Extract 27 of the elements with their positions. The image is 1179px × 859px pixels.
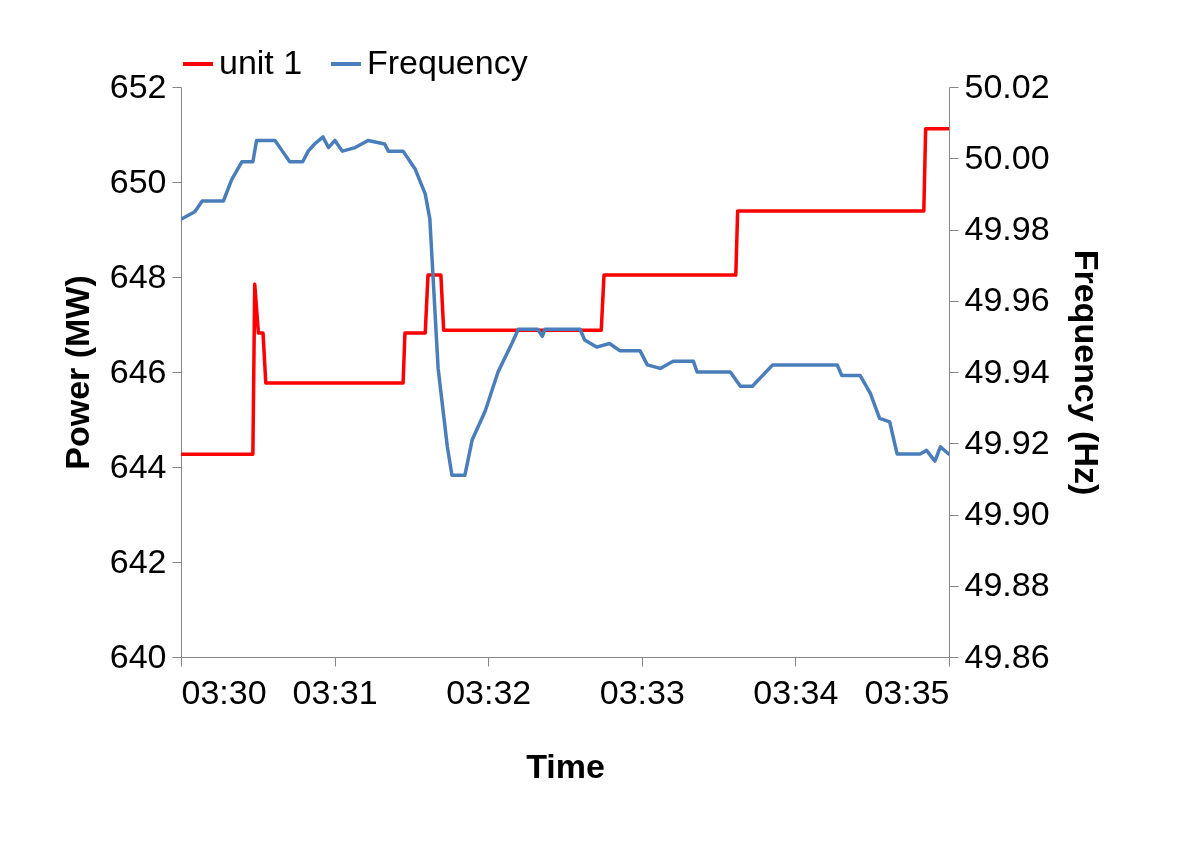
y2-tick-label: 49.92	[964, 422, 1050, 461]
y2-tick-label: 50.00	[964, 137, 1050, 176]
y-tick-label: 642	[109, 541, 167, 580]
y2-tick-label: 50.02	[964, 66, 1050, 105]
x-tick-label: 03:30	[181, 672, 267, 711]
x-tick-label: 03:32	[446, 672, 532, 711]
y-tick-label: 652	[109, 66, 167, 105]
y2-tick-label: 49.96	[964, 280, 1050, 319]
y2-axis-title: Frequency (Hz)	[1067, 249, 1106, 496]
y-tick-label: 646	[109, 351, 167, 390]
y2-tick-label: 49.94	[964, 351, 1050, 390]
legend-label: Frequency	[367, 43, 528, 81]
x-tick-label: 03:33	[599, 672, 685, 711]
y2-tick-label: 49.90	[964, 494, 1050, 532]
x-axis-title: Time	[526, 746, 605, 785]
y2-tick-label: 49.98	[964, 209, 1050, 247]
x-tick-label: 03:34	[753, 672, 839, 711]
y2-tick-label: 49.88	[964, 565, 1050, 604]
y-tick-label: 644	[109, 446, 167, 485]
y-tick-label: 648	[109, 256, 167, 295]
legend-label: unit 1	[219, 43, 303, 81]
y-tick-label: 640	[109, 636, 167, 675]
x-tick-label: 03:31	[292, 672, 378, 711]
x-tick-label: 03:35	[864, 672, 950, 711]
y-tick-label: 650	[109, 161, 167, 200]
y2-tick-label: 49.86	[964, 636, 1050, 675]
y-axis-title: Power (MW)	[57, 275, 96, 470]
